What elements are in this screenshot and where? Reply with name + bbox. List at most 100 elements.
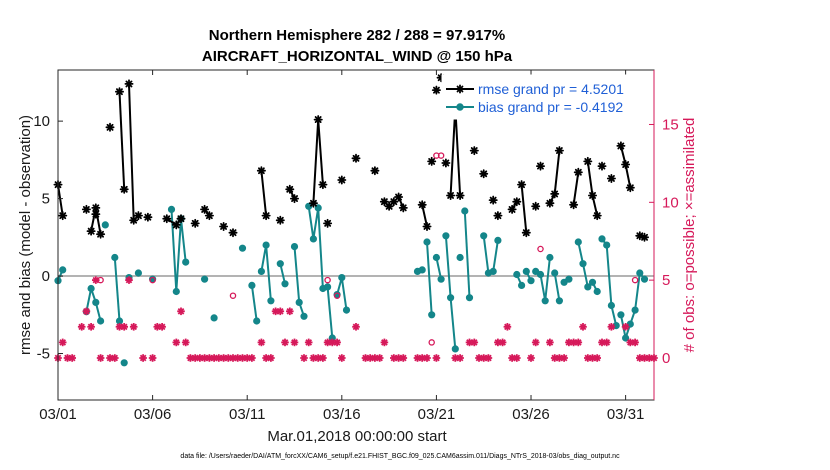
rmse-line: [572, 172, 580, 205]
bias-point: [626, 320, 634, 328]
bias-line: [326, 286, 334, 339]
rmse-point: [379, 197, 389, 207]
bias-line: [85, 284, 102, 322]
obs-assimilated-point: [503, 323, 512, 331]
obs-assimilated-point: [607, 323, 616, 331]
obs-assimilated-point: [593, 354, 601, 362]
bias-point: [87, 284, 95, 293]
obs-assimilated-point: [181, 338, 190, 347]
bias-line: [463, 210, 471, 298]
obs-assimilated-point: [470, 338, 479, 347]
bias-line: [553, 272, 561, 301]
bias-point: [295, 298, 303, 306]
rmse-point: [431, 85, 441, 95]
rmse-point: [606, 173, 616, 184]
rmse-point: [228, 228, 238, 238]
bias-point: [290, 243, 299, 251]
rmse-point: [86, 226, 96, 236]
obs-possible-point: [537, 245, 544, 253]
obs-possible-point: [437, 152, 445, 159]
bias-point: [584, 283, 592, 291]
rmse-point: [171, 220, 181, 230]
obs-possible-point: [149, 276, 156, 284]
obs-assimilated-point: [621, 323, 630, 331]
bias-point: [588, 278, 597, 286]
bias-point: [101, 221, 109, 229]
bias-point: [323, 283, 332, 291]
bias-point: [305, 202, 313, 210]
obs-assimilated-point: [380, 338, 389, 347]
bias-point: [541, 297, 549, 305]
bias-line: [482, 235, 490, 274]
rmse-point: [143, 212, 153, 222]
y-axis-label: rmse and bias (model - observation): [17, 115, 34, 355]
obs-assimilated-point: [319, 354, 327, 362]
bias-point: [182, 258, 190, 266]
y-tick-label: 5: [42, 191, 50, 208]
rmse-point: [536, 161, 545, 171]
bias-point: [489, 267, 497, 275]
obs-assimilated-point: [399, 354, 408, 362]
bias-point: [442, 232, 450, 240]
obs-assimilated-point: [338, 354, 346, 362]
bias-point: [579, 260, 587, 268]
obs-assimilated-point: [531, 338, 540, 347]
data-file-footnote: data file: /Users/raeder/DAI/ATM_forcXX/…: [180, 453, 620, 460]
rmse-point: [507, 204, 517, 214]
rmse-point: [488, 195, 498, 205]
x-tick-label: 03/16: [323, 406, 361, 423]
obs-assimilated-series: [54, 276, 658, 362]
x-tick-label: 03/21: [418, 406, 456, 423]
obs-assimilated-point: [423, 354, 431, 362]
rmse-point: [313, 115, 323, 125]
bias-point: [598, 235, 606, 243]
bias-point: [262, 241, 270, 249]
bias-point: [565, 275, 573, 283]
rmse-point: [517, 180, 527, 190]
obs-assimilated-point: [574, 338, 583, 347]
obs-assimilated-point: [484, 354, 493, 362]
rmse-point: [256, 166, 266, 176]
obs-assimilated-point: [68, 354, 76, 362]
obs-assimilated-point: [267, 354, 275, 362]
rmse-point: [115, 87, 124, 97]
bias-point: [546, 253, 554, 262]
obs-possible-point: [229, 292, 237, 299]
bias-point: [603, 241, 611, 249]
rmse-line: [260, 170, 268, 216]
rmse-point: [285, 184, 295, 194]
y2-tick-label: 0: [662, 350, 670, 367]
obs-assimilated-point: [286, 307, 294, 316]
rmse-point: [398, 203, 408, 213]
x-tick-label: 03/26: [512, 406, 550, 423]
obs-assimilated-point: [87, 323, 95, 331]
rmse-point: [621, 159, 631, 170]
bias-point: [167, 205, 176, 213]
bias-point: [621, 334, 630, 342]
bias-point: [120, 359, 128, 367]
obs-assimilated-point: [281, 338, 289, 347]
bias-point: [276, 260, 284, 268]
bias-line: [435, 257, 443, 280]
rmse-point: [200, 204, 210, 214]
bias-point: [522, 267, 530, 275]
rmse-point: [219, 221, 229, 232]
bias-point: [437, 275, 445, 283]
bias-point: [338, 273, 346, 282]
obs-assimilated-point: [77, 323, 86, 331]
y-tick-label: 0: [42, 268, 50, 285]
bias-point: [97, 317, 105, 325]
bias-point: [238, 244, 247, 252]
bias-point: [494, 236, 502, 244]
rmse-point: [417, 200, 427, 210]
bias-point: [432, 253, 440, 262]
y2-tick-label: 5: [662, 272, 670, 289]
obs-possible-point: [631, 276, 639, 284]
obs-assimilated-point: [125, 276, 133, 284]
rmse-point: [162, 214, 172, 224]
x-tick-label: 03/06: [134, 406, 172, 423]
obs-possible-series: [97, 152, 639, 346]
bias-point: [172, 287, 180, 296]
rmse-point: [394, 192, 404, 202]
